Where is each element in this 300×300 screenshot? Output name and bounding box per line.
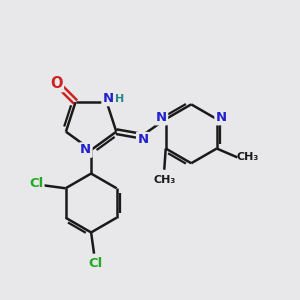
Text: Cl: Cl [29,177,43,190]
Text: N: N [156,111,167,124]
Text: O: O [50,76,63,91]
Text: N: N [80,143,92,157]
Text: N: N [103,92,114,105]
Text: N: N [137,133,148,146]
Text: H: H [115,94,124,103]
Text: CH₃: CH₃ [236,152,259,162]
Text: Cl: Cl [88,257,103,271]
Text: CH₃: CH₃ [153,175,176,185]
Text: N: N [216,111,227,124]
